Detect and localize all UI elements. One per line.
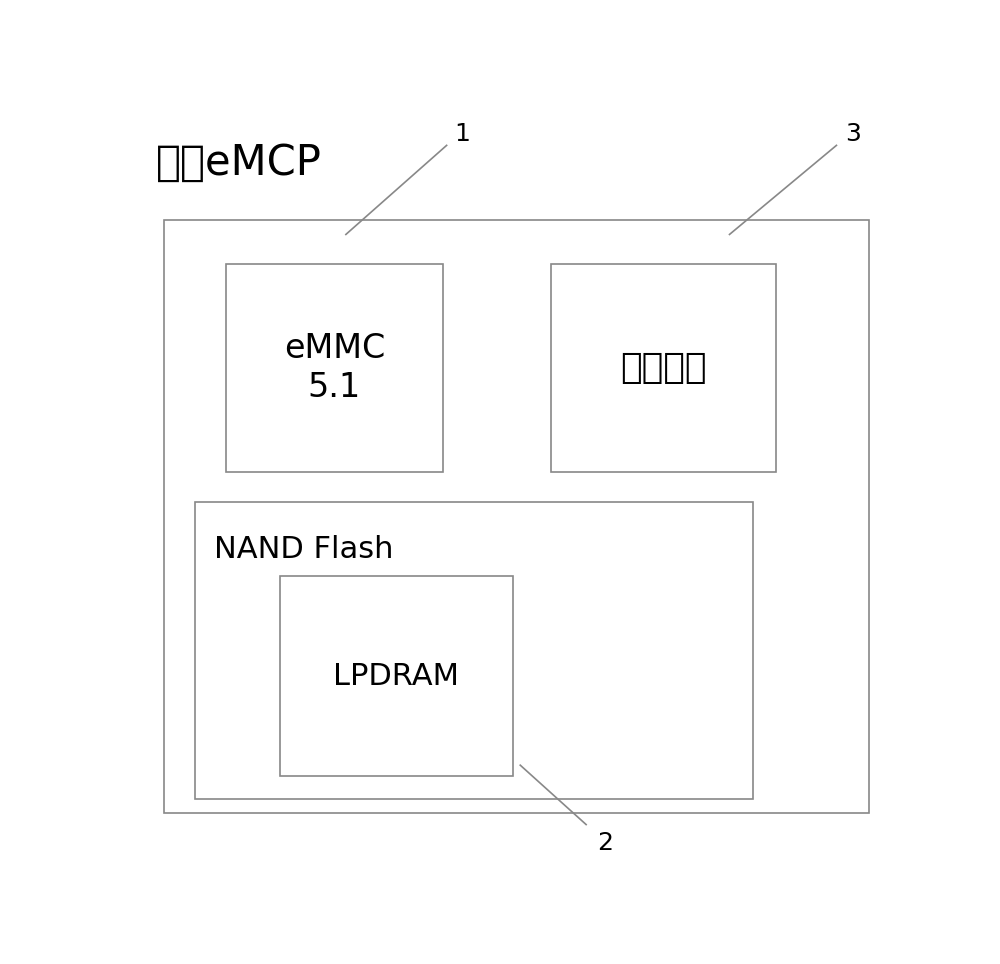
Text: 3: 3: [846, 122, 861, 147]
Bar: [280, 576, 512, 776]
Text: 2: 2: [598, 831, 614, 855]
Bar: [551, 264, 776, 472]
Text: NAND Flash: NAND Flash: [214, 535, 394, 564]
Text: eMMC
5.1: eMMC 5.1: [284, 333, 385, 404]
Text: 加密eMCP: 加密eMCP: [156, 142, 322, 184]
Bar: [226, 264, 443, 472]
Bar: [164, 220, 869, 814]
Bar: [195, 501, 753, 798]
Text: 1: 1: [454, 122, 470, 147]
Text: 加密芯片: 加密芯片: [620, 351, 707, 385]
Text: LPDRAM: LPDRAM: [333, 661, 459, 690]
